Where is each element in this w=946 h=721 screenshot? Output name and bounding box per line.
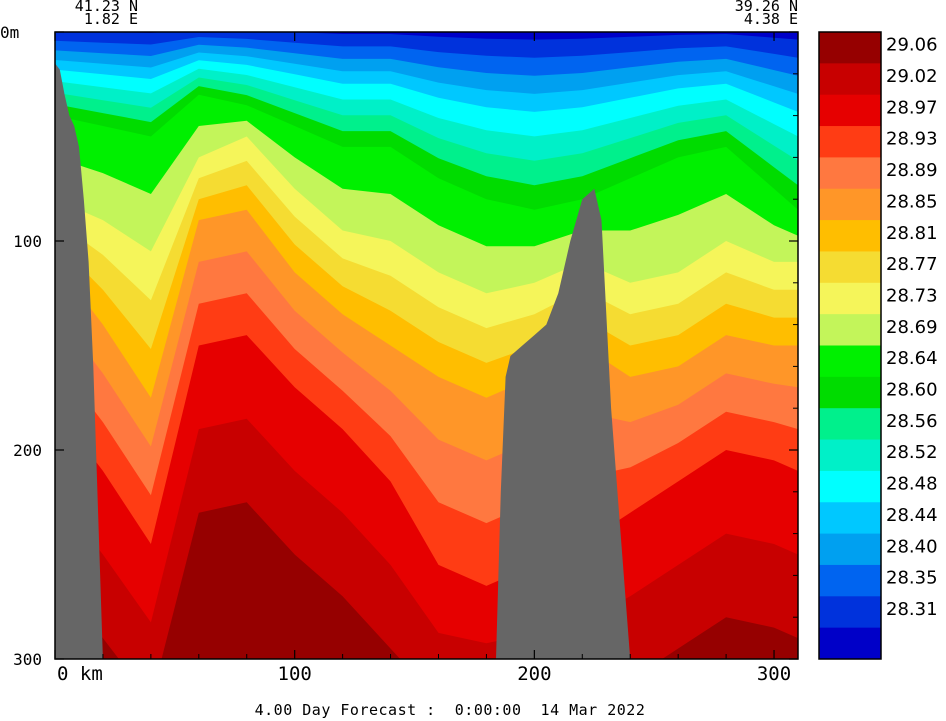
- colorbar-swatch: [819, 94, 881, 127]
- colorbar-swatch: [819, 32, 881, 64]
- colorbar-label: 28.31: [886, 599, 938, 620]
- colorbar-swatch: [819, 282, 881, 315]
- terrain-left-slope: [55, 63, 103, 659]
- colorbar-label: 28.81: [886, 223, 938, 244]
- temperature-field: [55, 32, 798, 659]
- colorbar-swatch: [819, 533, 881, 566]
- end-longitude: 4.38 E: [743, 10, 798, 28]
- colorbar-label: 28.97: [886, 97, 938, 118]
- colorbar-label: 28.89: [886, 160, 938, 181]
- colorbar-label: 28.35: [886, 568, 938, 589]
- y-tick-label: 100: [13, 232, 42, 251]
- colorbar-swatch: [819, 564, 881, 597]
- y-tick-label: 0m: [0, 23, 19, 42]
- colorbar-label: 28.44: [886, 505, 938, 526]
- terrain-mask: [55, 63, 631, 659]
- colorbar: 29.06 29.02 28.97 28.93 28.89 28.85 28.81 28.77…: [818, 31, 938, 660]
- colorbar-label: 28.52: [886, 442, 938, 463]
- y-tick-label: 200: [13, 441, 42, 460]
- colorbar-label: 28.85: [886, 191, 938, 212]
- start-longitude: 1.82 E: [83, 10, 138, 28]
- temperature-band: [55, 502, 798, 659]
- colorbar-label: 28.48: [886, 474, 938, 495]
- terrain-seamount: [496, 188, 631, 659]
- colorbar-label: 28.60: [886, 380, 938, 401]
- x-tick-label: 0 km: [57, 663, 103, 685]
- colorbar-swatch: [819, 188, 881, 221]
- colorbar-label: 28.73: [886, 285, 938, 306]
- colorbar-swatch: [819, 126, 881, 158]
- plot-frame: [54, 31, 799, 660]
- colorbar-label: 28.69: [886, 317, 938, 338]
- colorbar-swatch: [819, 470, 881, 503]
- x-tick-label: 300: [757, 663, 791, 685]
- colorbar-label: 29.02: [886, 66, 938, 87]
- colorbar-swatch: [819, 408, 881, 441]
- colorbar-swatch: [819, 63, 881, 96]
- end-coordinates: 39.26 N 4.38 E: [718, 0, 798, 28]
- section-chart: 0 km 100 200 300 0m 100 200 300 29.06 29.02 28.97…: [0, 23, 938, 685]
- x-tick-label: 200: [517, 663, 551, 685]
- start-latitude: 41.23 N: [74, 0, 138, 15]
- colorbar-swatch: [819, 596, 881, 629]
- colorbar-swatch: [819, 220, 881, 252]
- colorbar-swatch: [819, 627, 881, 660]
- colorbar-swatch: [819, 157, 881, 190]
- colorbar-swatch: [819, 376, 881, 409]
- y-tick-label: 300: [13, 650, 42, 669]
- colorbar-swatch: [819, 251, 881, 284]
- axes: 0 km 100 200 300 0m 100 200 300: [0, 23, 798, 685]
- colorbar-swatch: [819, 314, 881, 346]
- colorbar-label: 28.40: [886, 536, 938, 557]
- colorbar-label: 28.56: [886, 411, 938, 432]
- colorbar-label: 28.64: [886, 348, 938, 369]
- colorbar-label: 28.77: [886, 254, 938, 275]
- colorbar-swatch: [819, 439, 881, 472]
- start-coordinates: 41.23 N 1.82 E: [58, 0, 138, 28]
- colorbar-swatch: [819, 502, 881, 535]
- forecast-footer: 4.00 Day Forecast : 0:00:00 14 Mar 2022: [254, 701, 646, 719]
- colorbar-frame: [818, 31, 882, 660]
- colorbar-label: 29.06: [886, 35, 938, 56]
- end-latitude: 39.26 N: [734, 0, 798, 15]
- x-tick-label: 100: [278, 663, 312, 685]
- colorbar-label: 28.93: [886, 129, 938, 150]
- colorbar-swatch: [819, 345, 881, 378]
